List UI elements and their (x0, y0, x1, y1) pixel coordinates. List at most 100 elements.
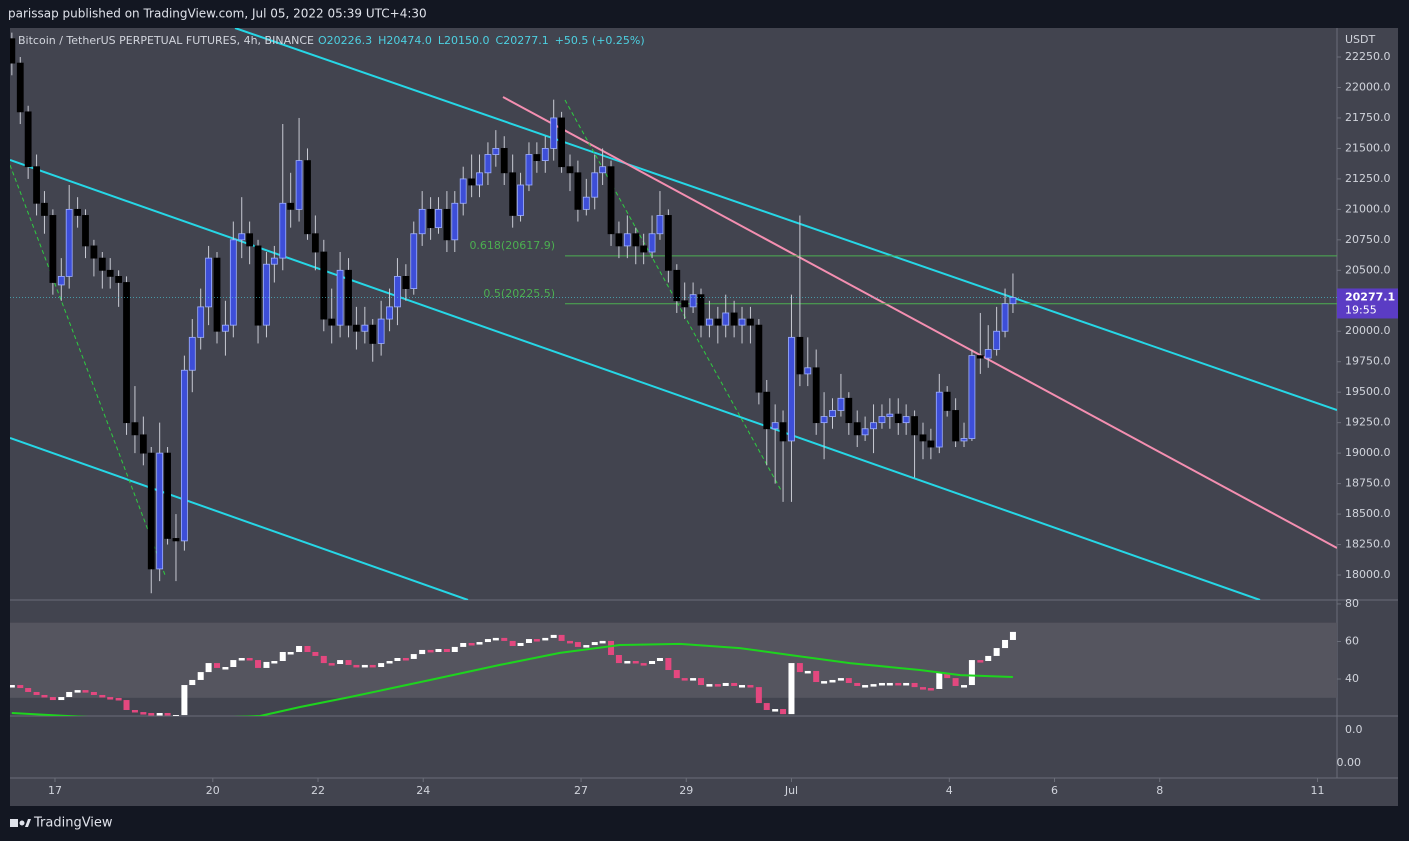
candle-body (927, 440, 935, 448)
pane-label: 0.00 (1337, 756, 1362, 769)
rsi-step (279, 651, 286, 662)
rsi-step (410, 654, 417, 659)
symbol-legend: Bitcoin / TetherUS PERPETUAL FUTURES, 4h… (18, 34, 314, 47)
candle-body (509, 172, 517, 216)
rsi-step (296, 645, 303, 652)
change-value: +50.5 (+0.25%) (555, 34, 645, 47)
candle-body (968, 355, 976, 439)
candle-body (328, 318, 336, 326)
y-tick-label: 80 (1345, 597, 1359, 610)
candle-body (779, 422, 787, 442)
fib-base-line (10, 164, 166, 576)
candle-body (894, 413, 902, 424)
candle-body (976, 355, 984, 359)
candle-body (648, 233, 656, 253)
rsi-step (977, 660, 984, 663)
candle-body (902, 416, 910, 424)
candle-body (410, 233, 418, 289)
candle-body (911, 416, 918, 436)
rsi-step (640, 663, 647, 666)
y-tick-label: 21500.0 (1345, 141, 1391, 154)
candle-body (664, 215, 672, 271)
candle-body (361, 324, 369, 332)
rsi-step (222, 667, 229, 670)
y-tick-label: 21750.0 (1345, 111, 1391, 124)
candle-body (943, 391, 951, 411)
rsi-step (99, 694, 106, 698)
candle-body (640, 245, 648, 253)
rsi-step (608, 640, 615, 655)
candle-body (139, 434, 147, 454)
candle-body (738, 318, 746, 326)
candle-body (582, 196, 590, 210)
rsi-step (49, 697, 56, 701)
candle-body (287, 202, 295, 210)
candle-body (16, 62, 24, 113)
candle-body (492, 148, 500, 155)
rsi-step (304, 645, 311, 652)
candle-body (246, 233, 254, 247)
rsi-step (747, 685, 754, 688)
rsi-step (739, 685, 746, 688)
candle-body (131, 422, 139, 436)
candle-body (74, 208, 81, 216)
countdown-label: 19:55 (1345, 303, 1377, 316)
candle-body (607, 166, 615, 235)
candle-body (188, 336, 196, 371)
candle-body (270, 257, 278, 265)
ohlc-value: H20474.0 (378, 34, 432, 47)
rsi-step (427, 649, 434, 653)
rsi-step (115, 697, 122, 701)
x-tick-label: 17 (48, 784, 62, 797)
candle-body (213, 257, 221, 332)
x-tick-label: 8 (1156, 784, 1163, 797)
x-tick-label: 29 (679, 784, 693, 797)
rsi-step (263, 661, 270, 668)
candle-body (681, 300, 689, 308)
fib-label: 0.618(20617.9) (469, 239, 555, 252)
candle-body (730, 312, 738, 326)
rsi-step (558, 634, 565, 641)
rsi-step (780, 709, 787, 715)
candle-body (197, 306, 205, 338)
rsi-step (714, 684, 721, 687)
candle-body (812, 367, 820, 424)
candle-body (722, 312, 730, 326)
candle-body (459, 178, 467, 204)
rsi-step (402, 658, 409, 661)
rsi-step (919, 687, 926, 690)
candle-body (656, 215, 664, 235)
y-tick-label: 20000.0 (1345, 324, 1391, 337)
candle-body (673, 269, 681, 302)
rsi-step (123, 700, 130, 710)
footer-brand[interactable]: TradingView (33, 816, 113, 831)
rsi-step (82, 690, 89, 693)
rsi-step (690, 678, 697, 681)
footer-logo (10, 819, 31, 827)
last-price-box (1337, 288, 1398, 319)
rsi-step (172, 715, 179, 716)
rsi-step (706, 684, 713, 687)
candle-body (861, 428, 869, 436)
candle-body (533, 154, 541, 162)
rsi-step (550, 634, 557, 638)
rsi-step (837, 678, 844, 681)
channel-line (10, 159, 1261, 600)
candle-body (115, 275, 123, 283)
rsi-step (821, 681, 828, 684)
ohlc-value: L20150.0 (438, 34, 490, 47)
candle-body (714, 318, 722, 326)
ohlc-value: C20277.1 (496, 34, 549, 47)
candle-body (205, 257, 212, 308)
rsi-step (10, 685, 15, 688)
rsi-step (238, 658, 245, 661)
y-tick-label: 21250.0 (1345, 172, 1391, 185)
y-tick-label: 18000.0 (1345, 568, 1391, 581)
rsi-step (509, 640, 516, 646)
rsi-step (845, 678, 852, 683)
y-tick-label: 40 (1345, 672, 1359, 685)
rsi-step (361, 664, 368, 668)
rsi-step (107, 697, 114, 700)
y-tick-label: 60 (1345, 634, 1359, 647)
rsi-step (936, 673, 943, 689)
